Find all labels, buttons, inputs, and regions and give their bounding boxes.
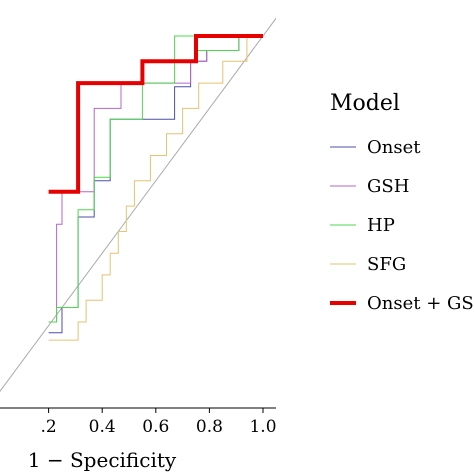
legend: Model Onset GSH HP SFG Onset + GS — [330, 91, 474, 314]
x-tick-label: 1.0 — [249, 417, 276, 437]
legend-title: Model — [330, 91, 400, 116]
legend-label: SFG — [367, 254, 406, 275]
x-tick-label: 0.4 — [89, 417, 116, 437]
series-layer — [48, 34, 263, 341]
series-line-sfg — [48, 35, 263, 341]
series-line-onset-gs — [48, 34, 263, 194]
legend-label: Onset — [367, 137, 421, 158]
x-tick-layer: .2 0.4 0.6 0.8 1.0 — [40, 408, 277, 437]
x-axis-title: 1 − Specificity — [28, 448, 177, 472]
legend-label: HP — [367, 215, 395, 236]
legend-label: Onset + GS — [367, 293, 474, 314]
x-tick-label: 0.6 — [142, 417, 169, 437]
x-tick-label: .2 — [40, 417, 56, 437]
series-line-hp — [48, 35, 263, 323]
x-tick-label: 0.8 — [196, 417, 223, 437]
legend-label: GSH — [367, 176, 409, 197]
series-line-onset — [48, 35, 263, 334]
